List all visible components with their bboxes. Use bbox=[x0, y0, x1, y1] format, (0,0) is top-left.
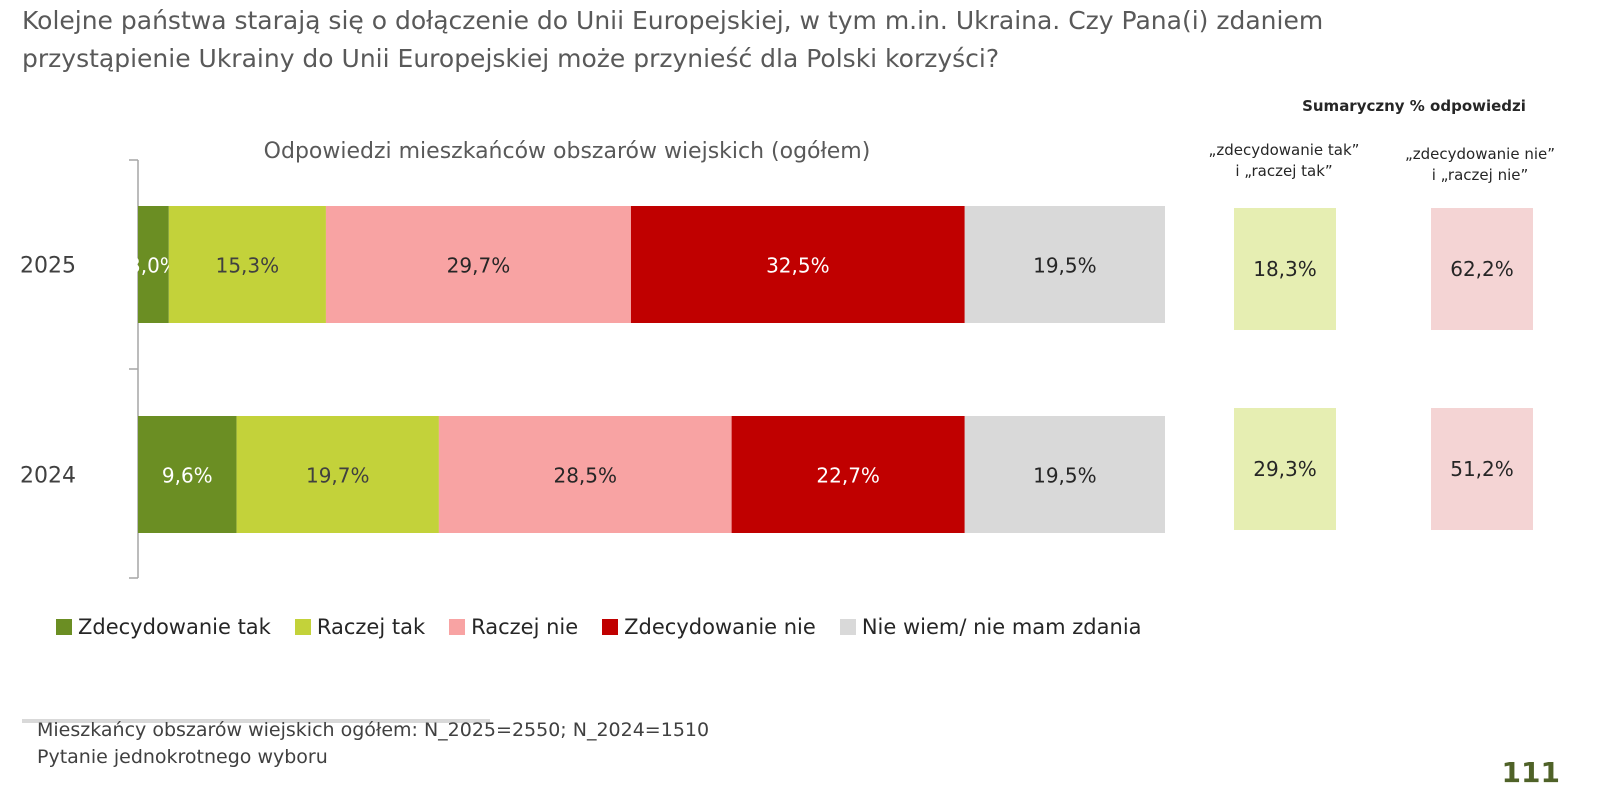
bar-data-label: 22,7% bbox=[816, 464, 880, 488]
summary-no-2024: 51,2% bbox=[1431, 408, 1533, 530]
summary-col-yes-line-1: „zdecydowanie tak” bbox=[1208, 141, 1360, 159]
category-label: 2024 bbox=[20, 464, 76, 489]
legend-swatch bbox=[839, 619, 856, 635]
legend-label: Zdecydowanie tak bbox=[78, 615, 271, 639]
bar-segment bbox=[964, 206, 1165, 323]
bar-segment bbox=[438, 416, 732, 533]
category-label: 2025 bbox=[20, 254, 76, 279]
legend-label: Raczej nie bbox=[471, 615, 579, 639]
bar-segment bbox=[168, 206, 326, 323]
bar-data-label: 19,5% bbox=[1033, 464, 1097, 488]
bar-segment bbox=[964, 416, 1165, 533]
legend-label: Nie wiem/ nie mam zdania bbox=[861, 615, 1142, 639]
summary-col-no-header: „zdecydowanie nie” i „raczej nie” bbox=[1370, 144, 1590, 186]
bar-segment bbox=[138, 416, 237, 533]
legend-swatch bbox=[294, 619, 311, 635]
summary-yes-2024: 29,3% bbox=[1234, 408, 1336, 530]
legend-item: Zdecydowanie tak bbox=[56, 615, 271, 639]
footnote-sample: Mieszkańcy obszarów wiejskich ogółem: N_… bbox=[37, 719, 710, 741]
chart-legend: Zdecydowanie tak Raczej tak Raczej nie Z… bbox=[56, 615, 1166, 639]
footnote-question-type: Pytanie jednokrotnego wyboru bbox=[37, 746, 328, 768]
legend-label: Raczej tak bbox=[316, 615, 426, 639]
bar-data-label: 32,5% bbox=[766, 254, 830, 278]
legend-item: Raczej tak bbox=[294, 615, 426, 639]
summary-col-yes-header: „zdecydowanie tak” i „raczej tak” bbox=[1174, 140, 1394, 182]
legend-swatch bbox=[602, 619, 619, 635]
page-number: 111 bbox=[1501, 756, 1560, 789]
legend-item: Raczej nie bbox=[449, 615, 578, 639]
title-line-1: Kolejne państwa starają się o dołączenie… bbox=[22, 6, 1324, 35]
summary-header: Sumaryczny % odpowiedzi bbox=[1302, 97, 1526, 115]
bar-segment bbox=[630, 206, 965, 323]
legend-item: Zdecydowanie nie bbox=[602, 615, 816, 639]
legend-item: Nie wiem/ nie mam zdania bbox=[839, 615, 1142, 639]
chart-subtitle: Odpowiedzi mieszkańców obszarów wiejskic… bbox=[264, 139, 871, 164]
bar-data-label: 29,7% bbox=[447, 254, 511, 278]
summary-col-no-line-1: „zdecydowanie nie” bbox=[1404, 145, 1556, 163]
bar-data-label: 19,5% bbox=[1033, 254, 1097, 278]
legend-swatch bbox=[449, 619, 466, 635]
legend-label: Zdecydowanie nie bbox=[624, 615, 816, 639]
summary-col-no-line-2: i „raczej nie” bbox=[1431, 166, 1529, 184]
summary-yes-2025: 18,3% bbox=[1234, 208, 1336, 330]
bar-data-label: 28,5% bbox=[553, 464, 617, 488]
bar-segment bbox=[731, 416, 965, 533]
bar-data-label: 19,7% bbox=[306, 464, 370, 488]
footer-divider bbox=[22, 719, 490, 723]
bar-segment bbox=[138, 206, 169, 323]
summary-col-yes-line-2: i „raczej tak” bbox=[1235, 162, 1333, 180]
bar-data-label: 15,3% bbox=[216, 254, 280, 278]
stacked-bar-chart: Odpowiedzi mieszkańców obszarów wiejskic… bbox=[20, 139, 1165, 579]
title-line-2: przystąpienie Ukrainy do Unii Europejski… bbox=[22, 44, 1000, 73]
bar-data-label: 9,6% bbox=[162, 464, 213, 488]
legend-swatch bbox=[56, 619, 72, 635]
bar-segment bbox=[236, 416, 439, 533]
summary-no-2025: 62,2% bbox=[1431, 208, 1533, 330]
bar-segment bbox=[325, 206, 631, 323]
